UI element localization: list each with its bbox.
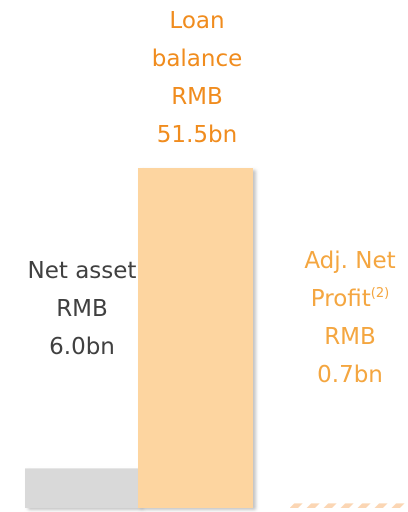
- category-label: Loan balance: [151, 8, 243, 72]
- label-net-asset: Net asset RMB 6.0bn: [17, 252, 147, 366]
- bar: [138, 168, 253, 508]
- footnote-marker: (2): [370, 286, 390, 301]
- label-loan-balance: Loan balance RMB 51.5bn: [132, 2, 262, 154]
- bar: [25, 468, 140, 508]
- bar: [290, 503, 405, 508]
- label-adj-net-profit: Adj. Net Profit(2) RMB 0.7bn: [295, 242, 405, 394]
- value-label: RMB 0.7bn: [317, 324, 383, 388]
- value-label: RMB 51.5bn: [156, 84, 238, 148]
- value-label: RMB 6.0bn: [49, 296, 115, 360]
- category-label: Adj. Net Profit: [304, 248, 396, 312]
- category-label: Net asset: [27, 258, 137, 284]
